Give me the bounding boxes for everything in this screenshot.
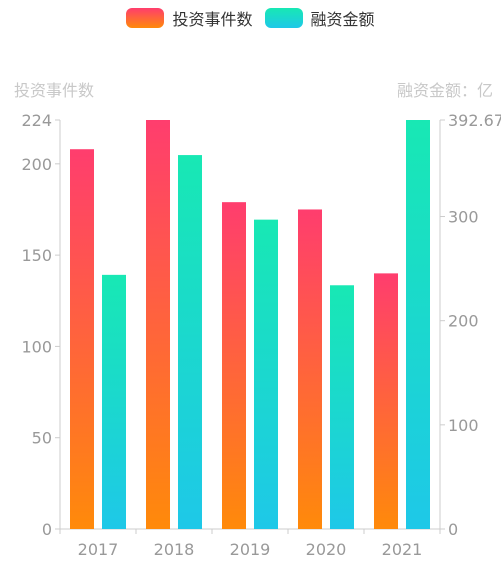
left-tick-label: 224 <box>21 111 52 130</box>
left-tick-label: 100 <box>21 337 52 356</box>
legend-swatch-investment-count <box>126 8 165 28</box>
bar-investment-count-2021[interactable] <box>374 273 398 529</box>
legend-swatch-financing-amount <box>264 8 303 28</box>
x-tick-label: 2020 <box>306 540 347 559</box>
left-axis-title: 投资事件数 <box>14 81 95 100</box>
right-tick-label: 392.67 <box>448 111 501 130</box>
x-tick-label: 2019 <box>230 540 271 559</box>
right-tick-label: 100 <box>448 416 479 435</box>
bar-investment-count-2019[interactable] <box>222 202 246 530</box>
bar-investment-count-2018[interactable] <box>146 120 170 529</box>
right-axis-title: 融资金额：亿 <box>396 81 493 100</box>
bar-investment-count-2020[interactable] <box>298 209 322 529</box>
x-tick-label: 2017 <box>78 540 119 559</box>
bar-financing-amount-2017[interactable] <box>102 274 126 529</box>
right-tick-label: 300 <box>448 208 479 227</box>
bar-financing-amount-2019[interactable] <box>254 219 278 530</box>
legend-item-investment-count[interactable]: 投资事件数 <box>126 6 253 30</box>
legend-label-investment-count: 投资事件数 <box>172 10 253 29</box>
bar-financing-amount-2021[interactable] <box>406 120 430 529</box>
left-tick-label: 150 <box>21 246 52 265</box>
left-tick-label: 0 <box>42 520 52 539</box>
bar-financing-amount-2018[interactable] <box>178 155 202 529</box>
x-tick-label: 2021 <box>382 540 423 559</box>
bar-investment-count-2017[interactable] <box>70 149 94 529</box>
legend-label-financing-amount: 融资金额 <box>310 10 375 29</box>
bar-financing-amount-2020[interactable] <box>330 285 354 529</box>
legend-item-financing-amount[interactable]: 融资金额 <box>264 6 375 30</box>
x-tick-label: 2018 <box>154 540 195 559</box>
chart-legend: 投资事件数 融资金额 <box>0 6 501 30</box>
left-tick-label: 200 <box>21 155 52 174</box>
right-tick-label: 200 <box>448 312 479 331</box>
right-tick-label: 0 <box>448 520 458 539</box>
left-tick-label: 50 <box>32 429 52 448</box>
